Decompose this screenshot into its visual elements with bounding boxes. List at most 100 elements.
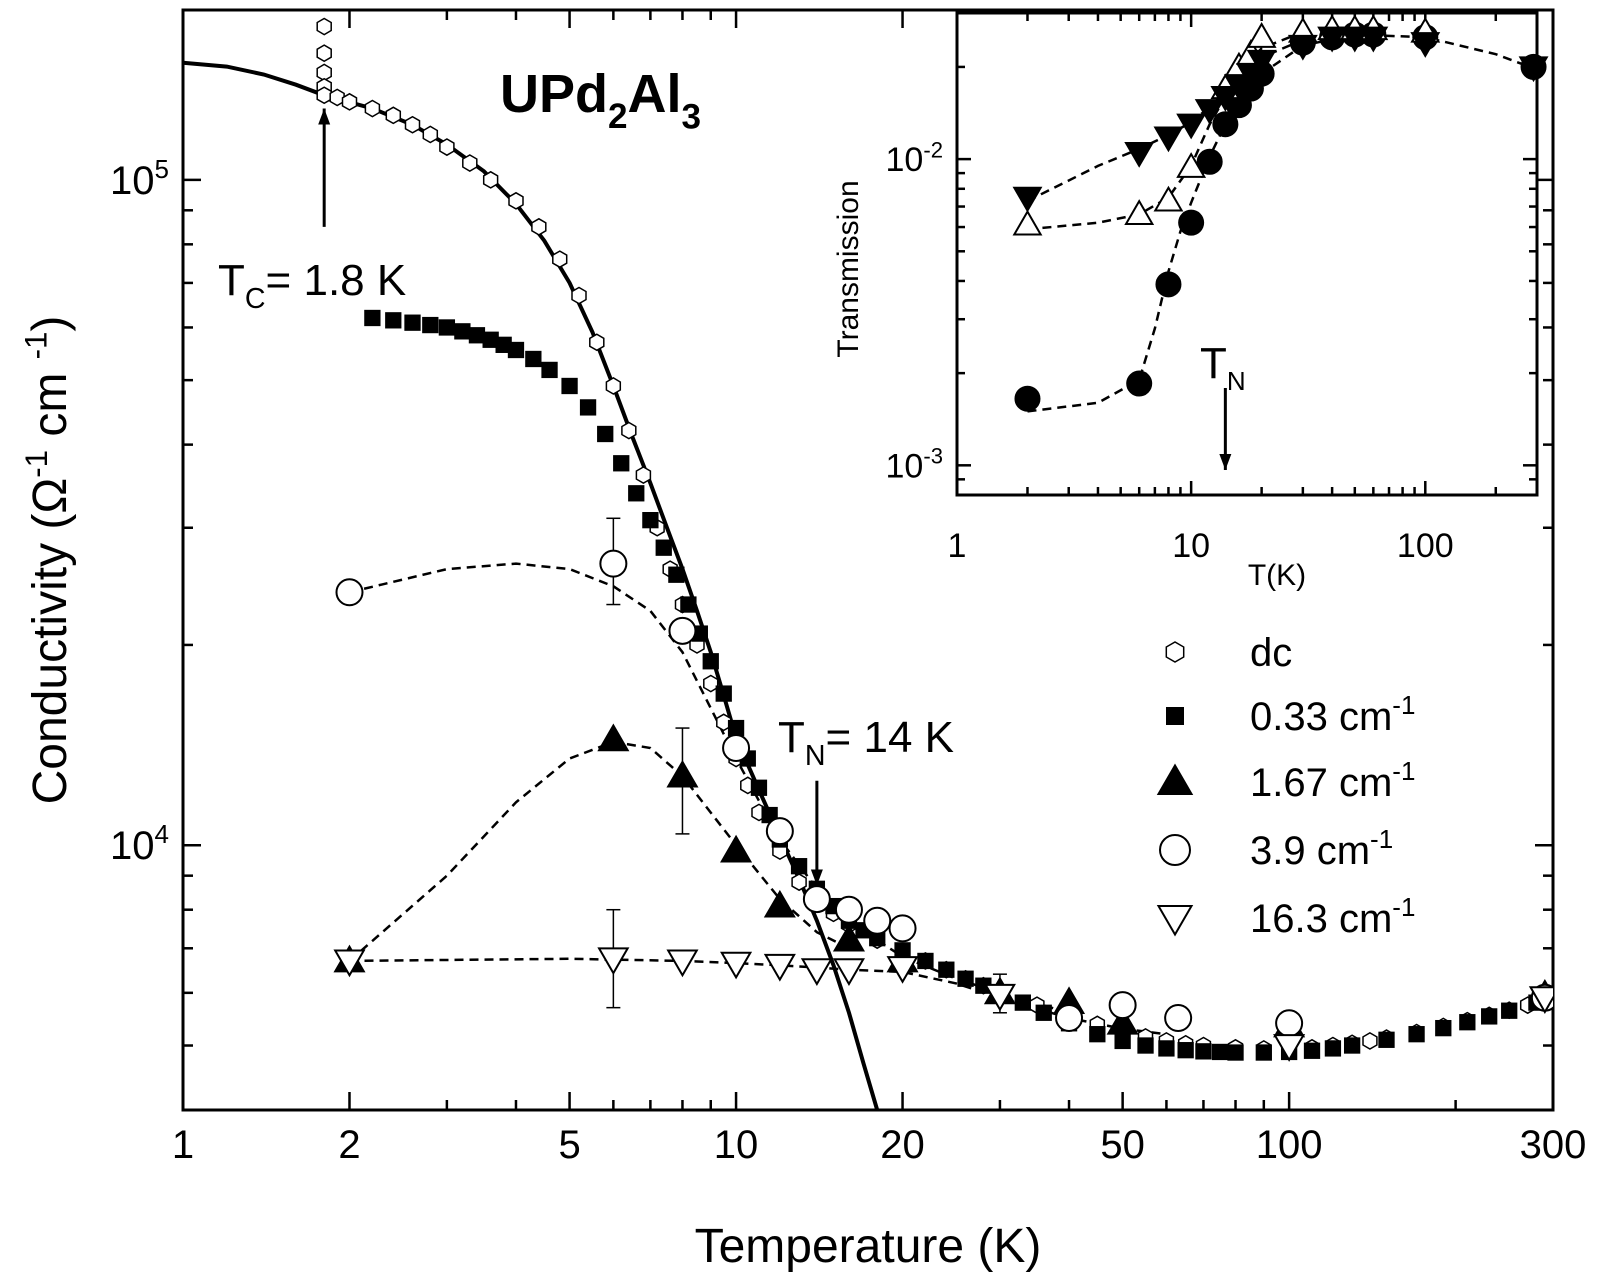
- y-tick-label-part: 10: [886, 447, 924, 485]
- data-point: [1035, 1004, 1052, 1021]
- data-point: [832, 923, 865, 952]
- data-point: [364, 99, 381, 118]
- data-point: [1194, 99, 1225, 125]
- data-point: [791, 873, 807, 892]
- legend-label: dc: [1250, 631, 1292, 675]
- data-point: [765, 817, 794, 846]
- data-point: [404, 115, 421, 134]
- data-point: [790, 858, 808, 875]
- data-point: [720, 834, 753, 863]
- data-point: [666, 949, 699, 978]
- legend-label-part: -1: [1392, 690, 1415, 720]
- data-point: [702, 653, 719, 670]
- data-point: [1227, 1044, 1244, 1061]
- data-point: [1501, 1002, 1518, 1019]
- legend-label-part: 0.33 cm: [1250, 695, 1392, 739]
- compound-title-part: 3: [682, 97, 702, 136]
- data-point: [333, 949, 366, 978]
- data-point: [605, 377, 622, 395]
- inset-tn-annotation: TN: [1200, 339, 1246, 396]
- data-point: [541, 361, 558, 379]
- data-point: [1212, 111, 1239, 138]
- data-point: [454, 323, 471, 340]
- dashed-guide-line: [348, 740, 850, 962]
- y-axis-title-part: Conductivity (Ω: [24, 478, 77, 805]
- main-data: [183, 17, 1553, 1110]
- plot-frame: [955, 11, 1539, 497]
- compound-title-part: 2: [608, 97, 628, 136]
- x-tick-label: 2: [338, 1123, 360, 1167]
- data-point: [1339, 26, 1370, 53]
- data-point: [1246, 22, 1277, 48]
- data-point: [1014, 994, 1031, 1011]
- data-point: [722, 733, 751, 762]
- x-tick-label: 5: [558, 1123, 580, 1167]
- data-point: [1410, 32, 1441, 58]
- data-point: [720, 951, 753, 980]
- x-tick-label: 50: [1100, 1123, 1145, 1167]
- data-point: [385, 106, 402, 125]
- y-tick-label-part: 4: [155, 819, 169, 849]
- data-point: [1362, 1032, 1378, 1050]
- legend-label: 0.33 cm-1: [1250, 690, 1415, 739]
- compound-title-part: UPd: [500, 64, 608, 124]
- y-axis-title-part: ): [24, 316, 77, 332]
- x-tick-label: 100: [1256, 1123, 1323, 1167]
- data-point: [552, 250, 568, 269]
- data-point: [597, 947, 630, 976]
- data-point: [1275, 1009, 1304, 1038]
- y-tick-label-part: 10: [886, 141, 924, 179]
- data-point: [655, 539, 672, 556]
- data-point: [1324, 1040, 1342, 1057]
- compound-title-part: Al: [628, 64, 682, 124]
- data-point: [1518, 56, 1549, 83]
- data-point: [716, 713, 732, 732]
- data-point: [1317, 26, 1348, 53]
- data-point: [983, 983, 1016, 1012]
- data-point: [508, 191, 524, 210]
- legend-label-part: dc: [1250, 631, 1292, 675]
- data-point: [525, 350, 542, 368]
- y-tick-label-part: 5: [155, 154, 169, 184]
- x-axis-title: Temperature (K): [695, 1220, 1042, 1273]
- legend-marker: [1156, 905, 1194, 937]
- data-point: [341, 92, 358, 111]
- tn-annotation-part: T: [778, 713, 805, 762]
- y-tick-label: 10-2: [886, 138, 943, 180]
- data-point: [385, 312, 402, 329]
- inset-tn-annotation-part: T: [1200, 339, 1227, 388]
- dashed-guide-line: [1027, 30, 1304, 231]
- data-point: [938, 961, 955, 978]
- data-point: [1108, 991, 1137, 1020]
- dashed-guide-line: [349, 562, 1070, 1015]
- data-point: [571, 286, 587, 305]
- data-point: [1155, 271, 1182, 298]
- y-tick-label: 104: [110, 819, 169, 868]
- data-point: [422, 316, 439, 334]
- data-point: [1177, 1042, 1194, 1059]
- data-point: [680, 596, 697, 613]
- data-point: [531, 217, 547, 236]
- legend: dc0.33 cm-11.67 cm-13.9 cm-116.3 cm-1: [1156, 631, 1415, 941]
- data-point: [1196, 148, 1223, 175]
- x-tick-label: 300: [1520, 1123, 1587, 1167]
- inset-tn-arrow-head: [1219, 454, 1232, 470]
- tn-annotation-part: = 14 K: [826, 713, 954, 762]
- data-point: [668, 566, 685, 583]
- data-point: [1235, 63, 1266, 89]
- data-point: [1195, 1043, 1212, 1060]
- x-tick-label: 1: [948, 527, 967, 565]
- y-tick-label: 10-3: [886, 444, 943, 486]
- data-point: [1126, 370, 1153, 397]
- data-point: [316, 86, 332, 105]
- data-point: [1014, 385, 1041, 412]
- data-point: [1273, 1034, 1306, 1062]
- legend-label-part: -1: [1370, 824, 1393, 854]
- data-point: [1481, 1008, 1498, 1025]
- dashed-guide-line: [1027, 33, 1535, 413]
- y-tick-label-part: -2: [923, 138, 943, 163]
- legend-label-part: 1.67 cm: [1250, 761, 1392, 805]
- x-tick-label: 1: [172, 1123, 194, 1167]
- tc-annotation: TC= 1.8 K: [218, 256, 406, 315]
